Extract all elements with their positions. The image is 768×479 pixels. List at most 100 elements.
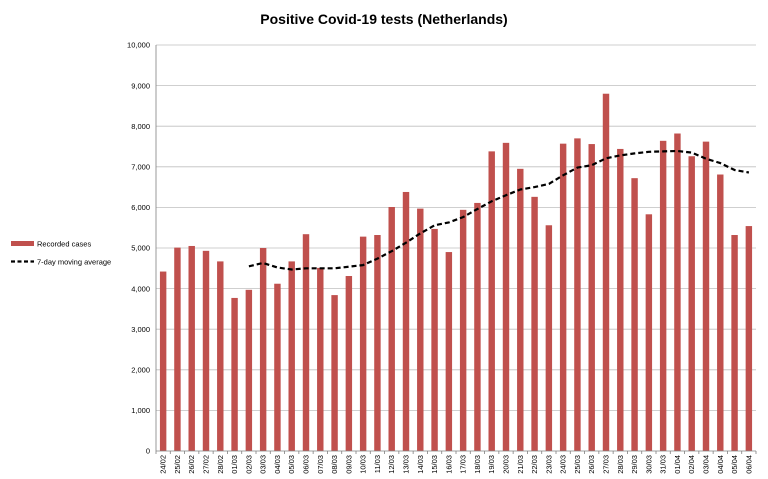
bar-recorded-cases [559,143,567,451]
bar-recorded-cases [602,93,610,451]
bar-recorded-cases [445,252,453,451]
bar-recorded-cases [331,295,338,451]
x-tick-label: 22/03 [530,455,539,474]
y-tick-label: 1,000 [131,406,150,415]
bar-recorded-cases [259,248,267,451]
bar-recorded-cases [174,247,181,451]
x-tick-label: 31/03 [659,455,668,474]
x-tick-label: 29/03 [630,455,639,474]
x-tick-label: 24/02 [159,455,168,474]
x-tick-label: 26/02 [187,455,196,474]
axes [155,45,757,454]
y-tick-label: 9,000 [131,81,150,90]
bar-recorded-cases [674,133,681,451]
y-tick-label: 3,000 [131,325,150,334]
x-tick-label: 23/03 [544,455,553,474]
bar-recorded-cases [245,289,253,451]
bar-recorded-cases [531,196,538,451]
bar-recorded-cases [345,276,353,451]
x-tick-label: 08/03 [330,455,339,474]
bar-recorded-cases [274,283,281,451]
x-tick-label: 21/03 [516,455,525,474]
x-tick-label: 26/03 [587,455,596,474]
bar-recorded-cases [502,142,510,451]
bar-recorded-cases [588,144,595,451]
bar-recorded-cases [474,202,481,451]
y-tick-label: 10,000 [127,41,150,50]
bar-recorded-cases [159,271,167,451]
bar-recorded-cases [417,208,424,451]
x-tick-label: 28/02 [216,455,225,474]
x-tick-label: 25/03 [573,455,582,474]
bar-recorded-cases [574,138,581,451]
bar-recorded-cases [402,191,410,452]
bar-recorded-cases [388,206,395,451]
y-tick-label: 6,000 [131,203,150,212]
x-tick-label: 18/03 [473,455,482,474]
chart-title: Positive Covid-19 tests (Netherlands) [260,11,507,27]
x-tick-label: 03/03 [259,455,268,474]
x-tick-label: 28/03 [616,455,625,474]
bar-recorded-cases [645,214,653,451]
bar-recorded-cases [374,235,381,451]
x-tick-label: 05/04 [730,455,739,474]
bar-recorded-cases [459,209,467,451]
bar-recorded-cases [359,236,367,451]
bar-recorded-cases [431,228,438,451]
legend-swatch-recorded-cases [11,241,34,246]
y-tick-label: 2,000 [131,366,150,375]
x-tick-label: 04/04 [716,455,725,474]
bar-recorded-cases [631,178,638,451]
x-tick-label: 24/03 [559,455,568,474]
x-tick-label: 02/03 [244,455,253,474]
x-tick-label: 09/03 [344,455,353,474]
moving-average-line-group [248,149,750,271]
moving-average-line [248,149,750,271]
x-tick-label: 12/03 [387,455,396,474]
bar-recorded-cases [517,168,524,451]
y-tick-label: 7,000 [131,163,150,172]
x-tick-label: 13/03 [402,455,411,474]
x-tick-label: 01/03 [230,455,239,474]
legend-label-recorded-cases: Recorded cases [37,240,91,249]
bar-recorded-cases [731,235,738,451]
x-tick-label: 06/03 [302,455,311,474]
y-tick-label: 4,000 [131,284,150,293]
x-tick-label: 16/03 [444,455,453,474]
x-tick-label: 20/03 [502,455,511,474]
x-tick-label: 04/03 [273,455,282,474]
bar-recorded-cases [202,250,210,451]
y-tick-label: 8,000 [131,122,150,131]
bar-recorded-cases [702,141,710,452]
bar-recorded-cases [488,151,495,451]
bars [159,93,753,452]
x-tick-label: 27/02 [202,455,211,474]
x-tick-label: 02/04 [687,455,696,474]
x-tick-label: 27/03 [602,455,611,474]
x-tick-label: 25/02 [173,455,182,474]
x-tick-label: 15/03 [430,455,439,474]
x-tick-label: 17/03 [459,455,468,474]
bar-recorded-cases [688,156,695,451]
gridlines [156,44,756,411]
bar-recorded-cases [288,261,295,451]
x-tick-label: 07/03 [316,455,325,474]
y-tick-label: 5,000 [131,244,150,253]
x-tick-label: 19/03 [487,455,496,474]
bar-recorded-cases [231,297,238,451]
x-tick-label: 05/03 [287,455,296,474]
bar-recorded-cases [545,225,553,451]
x-tick-label: 06/04 [744,455,753,474]
legend-label-moving-average: 7-day moving average [37,258,111,267]
bar-recorded-cases [745,226,753,451]
x-tick-label: 10/03 [359,455,368,474]
bar-recorded-cases [317,267,324,451]
x-tick-label: 14/03 [416,455,425,474]
x-tick-label: 03/04 [702,455,711,474]
legend: Recorded cases 7-day moving average [11,240,111,267]
x-tick-label: 11/03 [373,455,382,473]
bar-recorded-cases [188,245,195,451]
bar-recorded-cases [717,174,724,452]
bar-recorded-cases [302,234,310,451]
